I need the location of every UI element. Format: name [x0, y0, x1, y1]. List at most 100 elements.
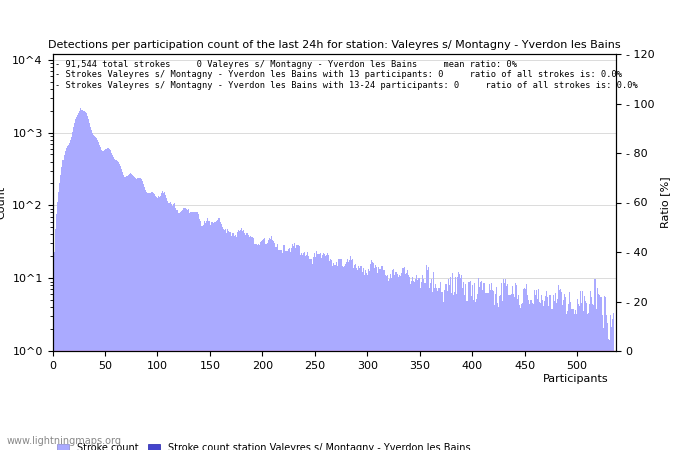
Bar — [563, 300, 564, 450]
Bar — [299, 246, 300, 450]
Bar — [222, 227, 223, 450]
Bar — [523, 289, 524, 450]
Bar — [153, 193, 154, 450]
Bar — [613, 313, 615, 450]
Bar — [558, 285, 559, 450]
Bar — [547, 297, 548, 450]
Bar — [520, 308, 521, 450]
Bar — [357, 270, 358, 450]
Bar — [169, 202, 171, 450]
Bar — [564, 294, 565, 450]
Bar — [480, 282, 481, 450]
Bar — [95, 137, 96, 450]
Bar — [556, 303, 557, 450]
Bar — [337, 266, 338, 450]
Bar — [430, 279, 432, 450]
Bar — [444, 290, 445, 450]
Bar — [476, 299, 477, 450]
Bar — [569, 292, 570, 450]
Bar — [136, 179, 137, 450]
Bar — [74, 123, 75, 450]
Bar — [510, 294, 512, 450]
Bar — [535, 295, 536, 450]
Bar — [484, 283, 485, 450]
Bar — [518, 295, 519, 450]
Bar — [438, 288, 439, 450]
Bar — [452, 274, 453, 450]
Bar — [420, 288, 421, 450]
Bar — [197, 212, 198, 450]
Bar — [247, 233, 248, 450]
Bar — [398, 277, 399, 450]
Bar — [97, 140, 98, 450]
Bar — [253, 238, 255, 450]
Bar — [287, 251, 288, 450]
Bar — [478, 278, 479, 450]
Bar — [291, 248, 293, 450]
Bar — [66, 146, 68, 450]
Bar — [436, 288, 437, 450]
Bar — [184, 208, 186, 450]
Bar — [215, 222, 216, 450]
Bar — [158, 196, 159, 450]
Bar — [365, 273, 367, 450]
Bar — [477, 294, 478, 450]
Bar — [112, 155, 113, 450]
Bar — [501, 283, 502, 450]
Bar — [220, 222, 221, 450]
Bar — [380, 269, 382, 450]
Bar — [286, 252, 287, 450]
Bar — [443, 302, 444, 450]
Bar — [256, 244, 257, 450]
Bar — [144, 187, 146, 450]
Bar — [135, 178, 136, 450]
Bar — [497, 303, 498, 450]
Bar — [125, 177, 127, 450]
Bar — [119, 163, 120, 450]
Bar — [257, 245, 258, 450]
Bar — [320, 252, 321, 450]
Bar — [517, 299, 518, 450]
Bar — [92, 133, 93, 450]
Bar — [321, 258, 322, 450]
Bar — [546, 292, 547, 450]
Bar — [421, 282, 422, 450]
Bar — [526, 284, 527, 450]
Bar — [267, 243, 268, 450]
Bar — [297, 245, 298, 450]
Bar — [441, 292, 442, 450]
Bar — [238, 230, 239, 450]
Bar — [456, 294, 457, 450]
Bar — [159, 197, 160, 450]
Bar — [139, 178, 140, 450]
Bar — [522, 303, 523, 450]
Bar — [127, 175, 129, 450]
Bar — [282, 253, 283, 450]
Bar — [94, 136, 95, 450]
Bar — [206, 221, 207, 450]
Bar — [349, 261, 350, 450]
Bar — [439, 288, 440, 450]
Bar — [538, 289, 539, 450]
Bar — [216, 221, 217, 450]
Bar — [141, 179, 142, 450]
Bar — [110, 150, 111, 450]
Bar — [300, 255, 301, 450]
Bar — [245, 235, 246, 450]
Bar — [251, 237, 253, 450]
Bar — [568, 304, 569, 450]
Bar — [594, 279, 596, 450]
Bar — [575, 314, 577, 450]
Bar — [581, 303, 582, 450]
Bar — [295, 248, 297, 450]
Bar — [607, 323, 608, 450]
Bar — [175, 207, 176, 450]
Bar — [239, 231, 240, 450]
Bar — [264, 238, 265, 450]
Bar — [180, 212, 181, 450]
Bar — [499, 297, 500, 450]
Bar — [412, 277, 413, 450]
Bar — [88, 119, 89, 450]
Bar — [344, 264, 346, 450]
Bar — [217, 220, 218, 450]
